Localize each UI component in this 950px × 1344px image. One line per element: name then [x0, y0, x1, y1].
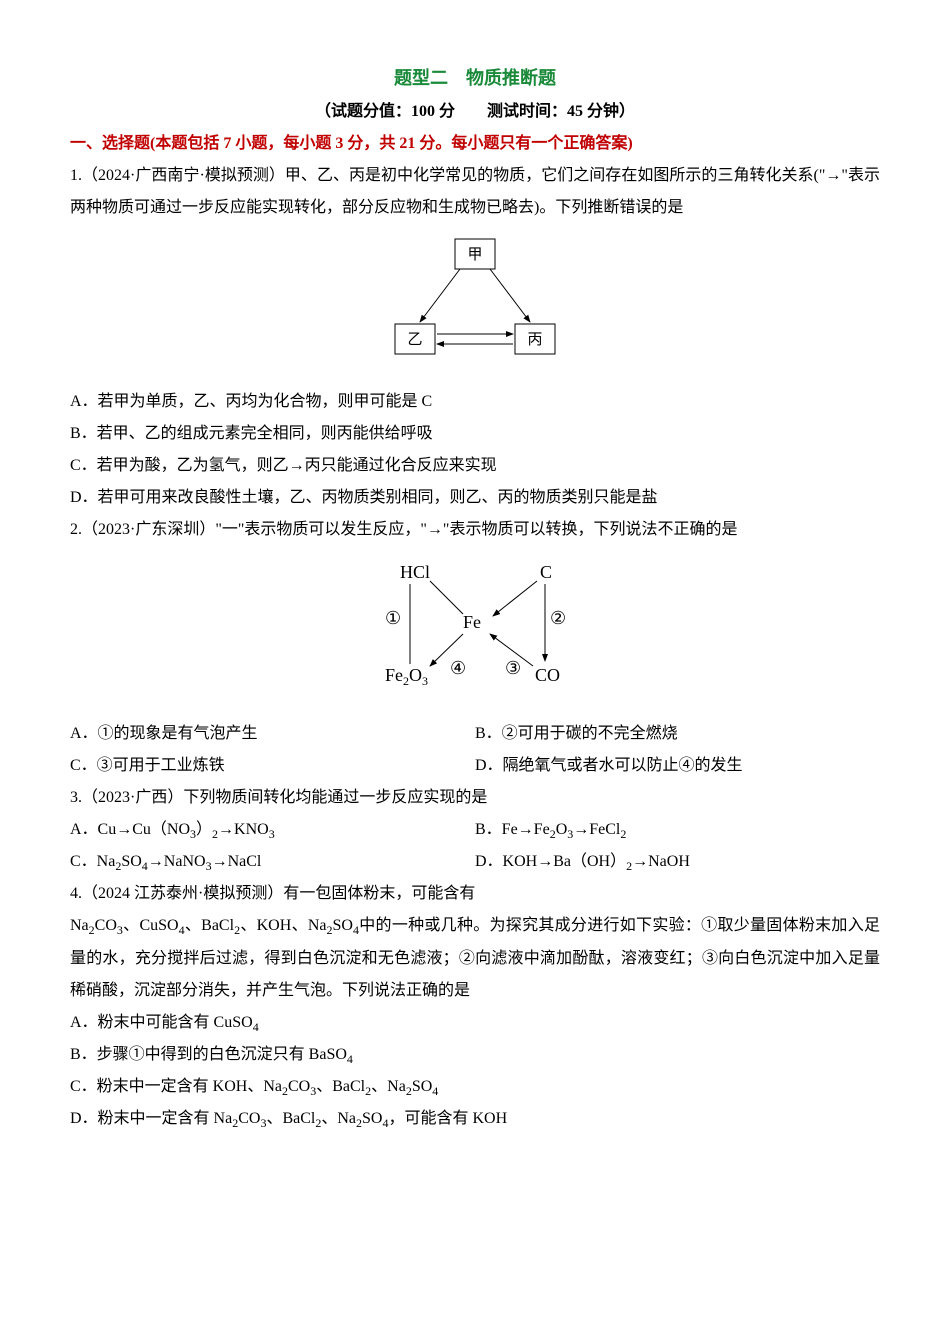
- section-1-header: 一、选择题(本题包括 7 小题，每小题 3 分，共 21 分。每小题只有一个正确…: [70, 128, 880, 160]
- svg-text:Fe2O3: Fe2O3: [385, 665, 428, 688]
- time-value: 45: [567, 103, 583, 120]
- page-subtitle: （试题分值：100 分 测试时间：45 分钟）: [70, 96, 880, 128]
- q4-option-c: C．粉末中一定含有 KOH、Na2CO3、BaCl2、Na2SO4: [70, 1071, 880, 1103]
- svg-text:④: ④: [450, 658, 466, 678]
- q4-option-d: D．粉末中一定含有 Na2CO3、BaCl2、Na2SO4，可能含有 KOH: [70, 1103, 880, 1135]
- q3-option-c: C．Na2SO4→NaNO3→NaCl: [70, 846, 475, 878]
- q3-stem: 3.（2023·广西）下列物质间转化均能通过一步反应实现的是: [70, 782, 880, 814]
- q4-stem-line1: 4.（2024 江苏泰州·模拟预测）有一包固体粉末，可能含有: [70, 878, 880, 910]
- q2-option-b: B．②可用于碳的不完全燃烧: [475, 718, 880, 750]
- q1-diagram: 甲 乙 丙: [70, 234, 880, 376]
- q2-option-a: A．①的现象是有气泡产生: [70, 718, 475, 750]
- q1-option-a: A．若甲为单质，乙、丙均为化合物，则甲可能是 C: [70, 386, 880, 418]
- q1-option-b: B．若甲、乙的组成元素完全相同，则丙能供给呼吸: [70, 418, 880, 450]
- svg-text:HCl: HCl: [400, 562, 430, 582]
- svg-text:C: C: [540, 562, 552, 582]
- q4-option-a: A．粉末中可能含有 CuSO4: [70, 1007, 880, 1039]
- svg-text:Fe: Fe: [463, 612, 481, 632]
- svg-text:①: ①: [385, 608, 401, 628]
- svg-text:CO: CO: [535, 665, 560, 685]
- score-value: 100: [411, 103, 435, 120]
- q1-stem: 1.（2024·广西南宁·模拟预测）甲、乙、丙是初中化学常见的物质，它们之间存在…: [70, 160, 880, 224]
- svg-text:②: ②: [550, 608, 566, 628]
- subtitle-suffix: 分钟）: [583, 103, 635, 120]
- q2-option-d: D．隔绝氧气或者水可以防止④的发生: [475, 750, 880, 782]
- page-title: 题型二 物质推断题: [70, 60, 880, 96]
- q4-stem-line2: Na2CO3、CuSO4、BaCl2、KOH、Na2SO4中的一种或几种。为探究…: [70, 910, 880, 1006]
- q4-option-b: B．步骤①中得到的白色沉淀只有 BaSO4: [70, 1039, 880, 1071]
- svg-text:③: ③: [505, 658, 521, 678]
- subtitle-prefix: （试题分值：: [315, 103, 411, 120]
- q1-option-c: C．若甲为酸，乙为氢气，则乙→丙只能通过化合反应来实现: [70, 450, 880, 482]
- q2-option-c: C．③可用于工业炼铁: [70, 750, 475, 782]
- q2-stem: 2.（2023·广东深圳）"一"表示物质可以发生反应，"→"表示物质可以转换，下…: [70, 514, 880, 546]
- q3-option-d: D．KOH→Ba（OH）2→NaOH: [475, 846, 880, 878]
- svg-text:丙: 丙: [527, 332, 542, 348]
- svg-text:乙: 乙: [407, 332, 422, 348]
- q3-option-b: B．Fe→Fe2O3→FeCl2: [475, 814, 880, 846]
- q2-diagram: HCl C Fe Fe2O3 CO ① ② ③ ④: [70, 556, 880, 708]
- q1-option-d: D．若甲可用来改良酸性土壤，乙、丙物质类别相同，则乙、丙的物质类别只能是盐: [70, 482, 880, 514]
- subtitle-mid: 分 测试时间：: [435, 103, 567, 120]
- svg-text:甲: 甲: [467, 247, 482, 263]
- q3-option-a: A．Cu→Cu（NO3）2→KNO3: [70, 814, 475, 846]
